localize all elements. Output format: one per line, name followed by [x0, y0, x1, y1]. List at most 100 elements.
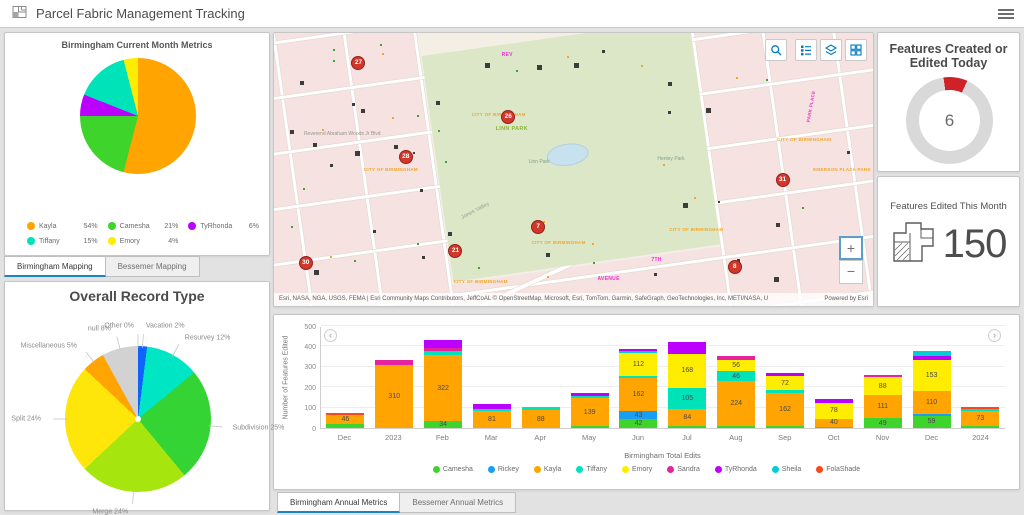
bar-legend-rickey: Rickey: [487, 466, 519, 473]
pie-label-other: Other 0%: [104, 322, 134, 330]
tree-point: [445, 161, 448, 164]
segment-camesha: 42: [619, 419, 658, 428]
segment-kayla: 322: [424, 355, 463, 422]
current-month-pie-chart: [80, 58, 196, 174]
bar-nov: 49 111 88: [863, 375, 902, 428]
segment-tiffany: [766, 390, 805, 393]
parcel-marker-31[interactable]: 31: [775, 172, 790, 187]
panel-features-month: Features Edited This Month 150: [877, 176, 1020, 307]
bar-dec: 59 110 153: [912, 351, 951, 428]
bar-chart-plot-area: 46 310 34 322 81 88 139 42 43 162 112 84 105 168 224 46…: [320, 325, 1005, 429]
segment-tiffany: [424, 351, 463, 356]
building-footprint: [289, 130, 294, 135]
segment-kayla: 162: [766, 392, 805, 426]
building-footprint: [668, 81, 673, 86]
search-button[interactable]: [765, 39, 787, 61]
building-footprint: [774, 276, 780, 282]
segment-kayla: 162: [619, 377, 658, 411]
segment-camesha: [814, 426, 853, 428]
map-panel[interactable]: Reverend Abraham Woods Jr Blvd REV LINN PA…: [273, 32, 874, 307]
page-title: Parcel Fabric Management Tracking: [36, 6, 245, 21]
record-type-pie-chart: Vacation 2% Resurvey 12% Subdivision 25% Me…: [5, 282, 284, 515]
tab-bessemer-annual-metrics[interactable]: Bessemer Annual Metrics: [400, 492, 517, 513]
address-point: [567, 56, 570, 59]
segment-kayla: 111: [863, 395, 902, 419]
bar-dec: 46: [326, 412, 365, 428]
segment-kayla: 310: [375, 364, 414, 428]
legend-item-emory: Emory 4%: [107, 237, 178, 245]
segment-tiffany: [472, 408, 511, 412]
building-footprint: [447, 231, 452, 236]
tab-birmingham-mapping[interactable]: Birmingham Mapping: [4, 256, 106, 277]
segment-tyrhonda: [424, 340, 463, 348]
building-footprint: [329, 163, 333, 167]
segment-rickey: [912, 413, 951, 416]
address-point: [662, 163, 665, 166]
map-overlay: Reverend Abraham Woods Jr Blvd REV LINN PA…: [274, 33, 873, 306]
chart-scroll-left-button[interactable]: ‹: [324, 329, 337, 342]
segment-tiffany: [521, 406, 560, 411]
building-footprint: [717, 200, 720, 203]
segment-camesha: 59: [912, 415, 951, 428]
segment-sheila: [619, 351, 658, 353]
building-footprint: [313, 142, 318, 147]
map-label: CITY OF BIRMINGHAM: [531, 240, 586, 246]
tab-birmingham-annual-metrics[interactable]: Birmingham Annual Metrics: [277, 492, 401, 513]
legend-button[interactable]: [795, 39, 817, 61]
map-label: Linn Park: [528, 158, 550, 165]
tree-point: [438, 130, 441, 133]
powered-by-esri: Powered by Esri: [824, 296, 868, 302]
legend-item-tiffany: Tiffany 15%: [27, 237, 98, 245]
legend-item-tyrhonda: TyRhonda 6%: [188, 222, 259, 230]
bar-mar: 81: [472, 403, 511, 428]
parcel-marker-7[interactable]: 7: [531, 219, 546, 234]
layers-button[interactable]: [820, 39, 842, 61]
segment-emory: 56: [717, 359, 756, 372]
segment-emory: 72: [766, 375, 805, 391]
segment-kayla: 46: [326, 414, 365, 425]
zoom-in-button[interactable]: +: [839, 236, 863, 260]
segment-kayla: 110: [912, 391, 951, 414]
bar-legend-emory: Emory: [622, 466, 652, 473]
map-label: Jones Valley: [460, 200, 491, 221]
parcel-marker-27[interactable]: 27: [351, 55, 366, 70]
parcel-marker-21[interactable]: 21: [448, 244, 463, 259]
chart-scroll-right-button[interactable]: ›: [988, 329, 1001, 342]
panel-annual-chart: Number of Features Edited 46 310 34 322 81 88…: [273, 314, 1020, 490]
segment-tiffany: [961, 409, 1000, 412]
segment-sandra: [863, 375, 902, 378]
map-label: AVENUE: [597, 275, 620, 282]
parcel-marker-30[interactable]: 30: [298, 256, 313, 271]
bar-2023: 310: [375, 360, 414, 428]
tree-point: [416, 243, 419, 246]
parcel-marker-28[interactable]: 28: [398, 150, 413, 165]
segment-emory: 168: [668, 353, 707, 388]
building-footprint: [705, 107, 711, 113]
mapping-tabs: Birmingham Mapping Bessemer Mapping: [4, 256, 200, 277]
tree-point: [354, 259, 357, 262]
x-axis-title: Birmingham Total Edits: [624, 451, 701, 460]
parcel-marker-26[interactable]: 26: [501, 110, 516, 125]
header-bar: Parcel Fabric Management Tracking: [0, 0, 1024, 28]
x-axis-labels: Dec 2023 Feb Mar Apr May Jun Jul Aug Sep Oct Nov Dec…: [337, 433, 989, 442]
segment-kayla: 40: [814, 418, 853, 427]
building-footprint: [545, 253, 550, 258]
segment-sheila: [912, 351, 951, 357]
parcel-marker-8[interactable]: 8: [727, 260, 742, 275]
menu-button[interactable]: [998, 7, 1014, 21]
zoom-out-button[interactable]: −: [839, 260, 863, 284]
basemap-button[interactable]: [845, 39, 867, 61]
address-point: [381, 52, 384, 55]
segment-rickey: 43: [619, 410, 658, 420]
tree-point: [765, 78, 768, 81]
segment-kayla: 139: [570, 398, 609, 427]
tree-point: [333, 60, 336, 63]
segment-camesha: 49: [863, 418, 902, 428]
building-footprint: [420, 188, 424, 192]
building-footprint: [413, 152, 416, 155]
map-label: PARK PLACE: [805, 90, 817, 123]
segment-folashade: [326, 412, 365, 415]
tab-bessemer-mapping[interactable]: Bessemer Mapping: [105, 256, 200, 277]
bar-may: 139: [570, 392, 609, 428]
segment-tiffany: [570, 396, 609, 399]
